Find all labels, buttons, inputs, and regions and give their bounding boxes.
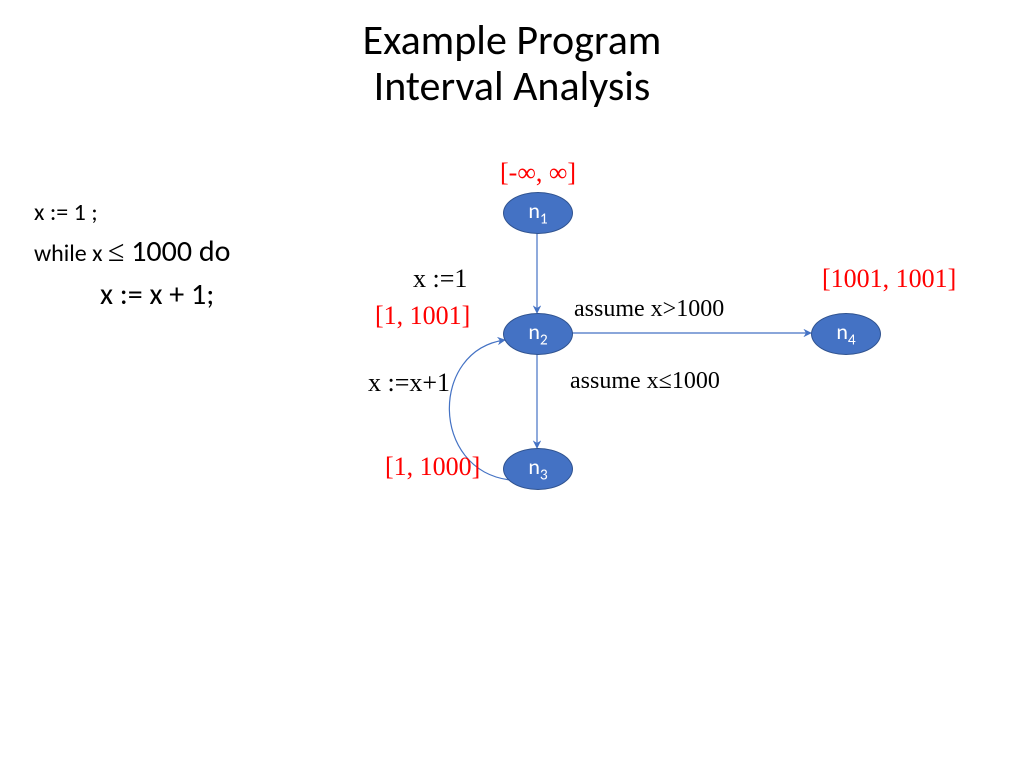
title-line-1: Example Program xyxy=(0,18,1024,64)
node-n4-label: n4 xyxy=(836,321,855,348)
slide-title: Example Program Interval Analysis xyxy=(0,18,1024,110)
node-n1-label: n1 xyxy=(528,200,547,227)
code-line-1: x := 1 ; xyxy=(34,198,230,227)
graph-edges xyxy=(0,0,1024,768)
node-n1: n1 xyxy=(503,192,573,234)
interval-n4: [1001, 1001] xyxy=(822,264,956,294)
code-line-2: while x ≤ 1000 do xyxy=(34,233,230,270)
interval-n1: [-∞, ∞] xyxy=(500,158,576,188)
program-code: x := 1 ; while x ≤ 1000 do x := x + 1; xyxy=(34,198,230,313)
code-text-1: x := 1 ; xyxy=(34,198,98,227)
node-n3: n3 xyxy=(503,448,573,490)
code-line-3: x := x + 1; xyxy=(34,276,230,313)
edge-label-assume-le: assume x≤1000 xyxy=(570,368,720,395)
interval-n2: [1, 1001] xyxy=(375,301,470,331)
interval-n3: [1, 1000] xyxy=(385,452,480,482)
title-line-2: Interval Analysis xyxy=(0,64,1024,110)
edge-group xyxy=(449,232,811,480)
code-text-2a: while x xyxy=(34,239,108,268)
code-text-2b: ≤ xyxy=(108,235,124,268)
node-n3-label: n3 xyxy=(528,456,547,483)
node-n4: n4 xyxy=(811,313,881,355)
slide: Example Program Interval Analysis x := 1… xyxy=(0,0,1024,768)
code-text-3: x := x + 1; xyxy=(100,276,214,313)
node-n2: n2 xyxy=(503,313,573,355)
edge-label-assume-gt: assume x>1000 xyxy=(574,296,724,323)
edge-label-assign-1: x :=1 xyxy=(413,264,467,294)
node-n2-label: n2 xyxy=(528,321,547,348)
edge-label-assign-inc: x :=x+1 xyxy=(368,368,450,398)
code-text-2c: 1000 do xyxy=(124,233,230,270)
